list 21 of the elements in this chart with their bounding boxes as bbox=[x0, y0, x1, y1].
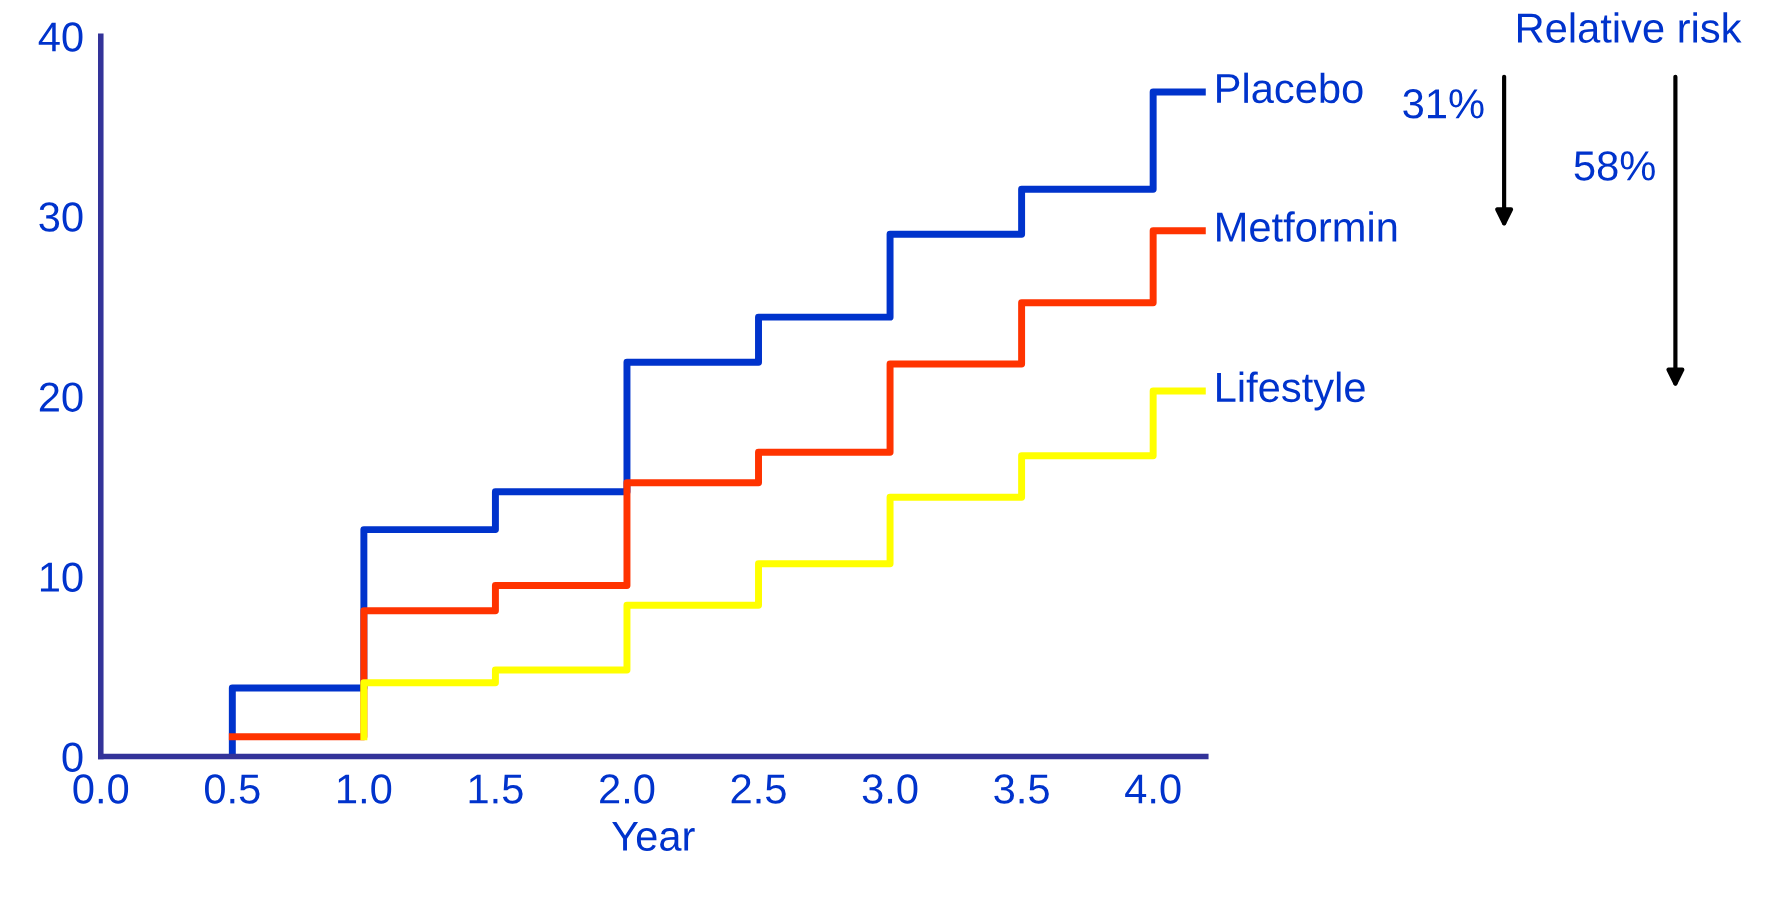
text: 58% bbox=[1574, 151, 1655, 181]
text: Relative risk bbox=[1518, 12, 1742, 43]
series-label: Metformin bbox=[1217, 211, 1397, 242]
y-tick-label: 0 bbox=[62, 742, 83, 773]
x-tick-label: 3.0 bbox=[862, 774, 918, 804]
x-tick-label: 3.5 bbox=[994, 774, 1049, 804]
y-tick-label: 10 bbox=[40, 562, 83, 592]
x-tick-label: 0.5 bbox=[204, 774, 260, 804]
text: 31% bbox=[1403, 89, 1484, 119]
series-label: Placebo bbox=[1217, 72, 1363, 104]
x-tick-label: 1.0 bbox=[338, 774, 392, 804]
y-tick-label: 30 bbox=[39, 202, 83, 232]
x-tick-label: 2.5 bbox=[731, 774, 786, 804]
y-tick-label: 40 bbox=[38, 22, 83, 52]
x-tick-label: 2.0 bbox=[600, 774, 655, 804]
x-axis-title: Year bbox=[612, 821, 695, 851]
x-tick-label: 1.5 bbox=[469, 774, 523, 804]
x-tick-label: 0.0 bbox=[73, 774, 129, 804]
y-tick-label: 20 bbox=[39, 382, 83, 412]
x-tick-label: 4.0 bbox=[1125, 774, 1181, 804]
series-label: Lifestyle bbox=[1217, 371, 1365, 411]
